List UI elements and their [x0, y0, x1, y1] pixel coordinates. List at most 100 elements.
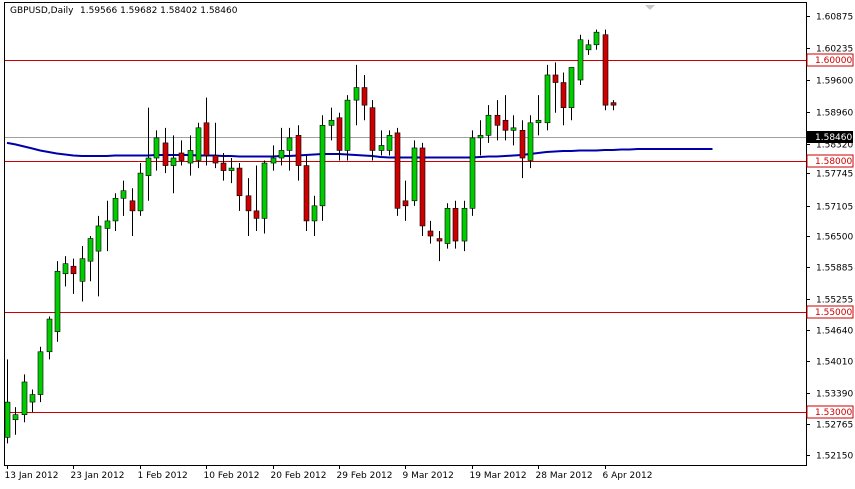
x-tick-label: 29 Feb 2012 [337, 471, 393, 481]
candle-body [162, 142, 169, 166]
candle-body [261, 162, 268, 219]
candle-body [477, 135, 484, 139]
y-tick-label: 1.56500 [816, 233, 853, 243]
candle [220, 152, 227, 181]
candle-body [145, 157, 152, 176]
candle-body [469, 137, 476, 209]
price-levels [4, 60, 806, 413]
candle-body [178, 152, 185, 161]
candle [178, 140, 185, 166]
candle-body [253, 210, 260, 219]
candle-body [593, 31, 600, 46]
candle [502, 95, 509, 141]
candle [436, 230, 443, 262]
x-tick-label: 1 Feb 2012 [138, 471, 188, 481]
candle-body [303, 165, 310, 222]
candle [270, 145, 277, 171]
candle-body [577, 39, 584, 81]
candle [402, 180, 409, 221]
candle [419, 142, 426, 237]
candles [4, 29, 617, 444]
candle [452, 200, 459, 249]
candle-body [610, 102, 617, 106]
scroll-marker-icon[interactable] [645, 5, 655, 10]
candle [12, 407, 19, 435]
y-tick-label: 1.58320 [816, 141, 853, 151]
y-tick-label: 1.55885 [816, 264, 853, 274]
candle [568, 67, 575, 121]
candle [353, 64, 360, 126]
candle-body [12, 414, 19, 421]
x-tick-label: 13 Jan 2012 [5, 471, 59, 481]
y-tick-label: 1.52150 [816, 452, 853, 462]
level-tag [806, 305, 854, 319]
y-tick-label: 1.54010 [816, 358, 853, 368]
candle-body [585, 44, 592, 51]
candle-body [245, 195, 252, 212]
candle [195, 122, 202, 169]
candle [129, 188, 136, 237]
candle-body [344, 99, 351, 151]
time-axis: 13 Jan 2012 23 Jan 2012 1 Feb 2012 10 Feb 2… [5, 465, 652, 481]
candle [544, 64, 551, 131]
candle [469, 130, 476, 216]
x-tick-label: 9 Mar 2012 [403, 471, 454, 481]
candle [261, 160, 268, 234]
candle-body [37, 351, 44, 395]
candle-body [436, 238, 443, 242]
candle-body [494, 114, 501, 126]
candle-body [153, 137, 160, 159]
candle [461, 200, 468, 252]
candle-body [270, 157, 277, 164]
candle-body [319, 124, 326, 207]
y-tick-label: 1.52765 [816, 421, 853, 431]
candle [286, 127, 293, 171]
candle-body [394, 132, 401, 209]
candle [54, 261, 61, 342]
candle-body [527, 122, 534, 161]
candle-body [87, 238, 94, 262]
y-tick-label: 1.53390 [816, 390, 853, 400]
candle [477, 120, 484, 156]
candle-body [203, 122, 210, 156]
candle-body [220, 162, 227, 171]
candle-body [378, 145, 385, 151]
y-tick-label: 1.60235 [816, 45, 853, 55]
ohlc-readout: 1.59566 1.59682 1.58402 1.58460 [80, 6, 238, 16]
candle-body [419, 147, 426, 227]
y-tick-label: 1.55255 [816, 296, 853, 306]
candle [510, 115, 517, 146]
candle-body [62, 263, 69, 275]
candle-body [311, 205, 318, 222]
level-tag-label: 1.60000 [815, 56, 852, 66]
candle [37, 346, 44, 403]
candle [79, 246, 86, 302]
candle-body [510, 127, 517, 131]
candle-body [402, 200, 409, 207]
candle-body [535, 119, 542, 124]
x-tick-label: 19 Mar 2012 [470, 471, 527, 481]
candle-body [411, 147, 418, 202]
candle [295, 125, 302, 181]
candle-body [129, 200, 136, 212]
candle [245, 178, 252, 237]
candle [361, 74, 368, 121]
y-tick-label: 1.54640 [816, 327, 853, 337]
current-price-tag [807, 131, 853, 143]
candle-body [95, 225, 102, 252]
candle-body [444, 208, 451, 244]
candle-body [195, 127, 202, 161]
candle [535, 95, 542, 136]
level-tag [806, 405, 854, 419]
candle-body [328, 119, 335, 126]
candle [577, 34, 584, 86]
candle-body [54, 270, 61, 332]
candle-body [79, 258, 86, 282]
candle-body [46, 318, 53, 353]
candle [153, 130, 160, 171]
moving-average [6, 141, 713, 159]
candle [369, 100, 376, 161]
y-tick-label: 1.59600 [816, 77, 853, 87]
level-tag [806, 154, 854, 168]
